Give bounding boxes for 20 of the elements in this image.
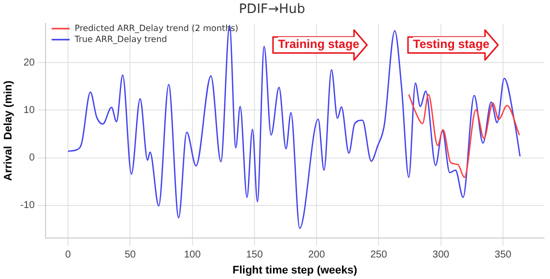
x-tick-label: 200 xyxy=(308,250,326,261)
x-tick-label: 250 xyxy=(370,250,388,261)
x-tick-label: 100 xyxy=(184,250,202,261)
y-tick-label: 0 xyxy=(29,152,36,164)
annotation: Testing stage xyxy=(413,37,490,51)
x-tick-label: 50 xyxy=(124,250,136,261)
x-tick-label: 0 xyxy=(65,250,72,261)
y-tick-label: -10 xyxy=(20,200,36,212)
line-series xyxy=(67,24,521,229)
legend-label: True ARR_Delay trend xyxy=(74,34,168,45)
y-axis-title: Arrival Delay (min) xyxy=(2,80,15,181)
y-tick-label: 10 xyxy=(24,104,36,116)
y-tick-label: 20 xyxy=(24,57,36,68)
x-tick-label: 350 xyxy=(494,250,512,261)
line-series xyxy=(408,94,520,178)
chart-title: PDIF→Hub xyxy=(238,2,306,18)
annotation: Training stage xyxy=(278,37,360,51)
x-tick-label: 300 xyxy=(432,250,450,261)
x-axis-title: Flight time step (weeks) xyxy=(232,264,358,276)
x-tick-label: 150 xyxy=(246,250,264,261)
